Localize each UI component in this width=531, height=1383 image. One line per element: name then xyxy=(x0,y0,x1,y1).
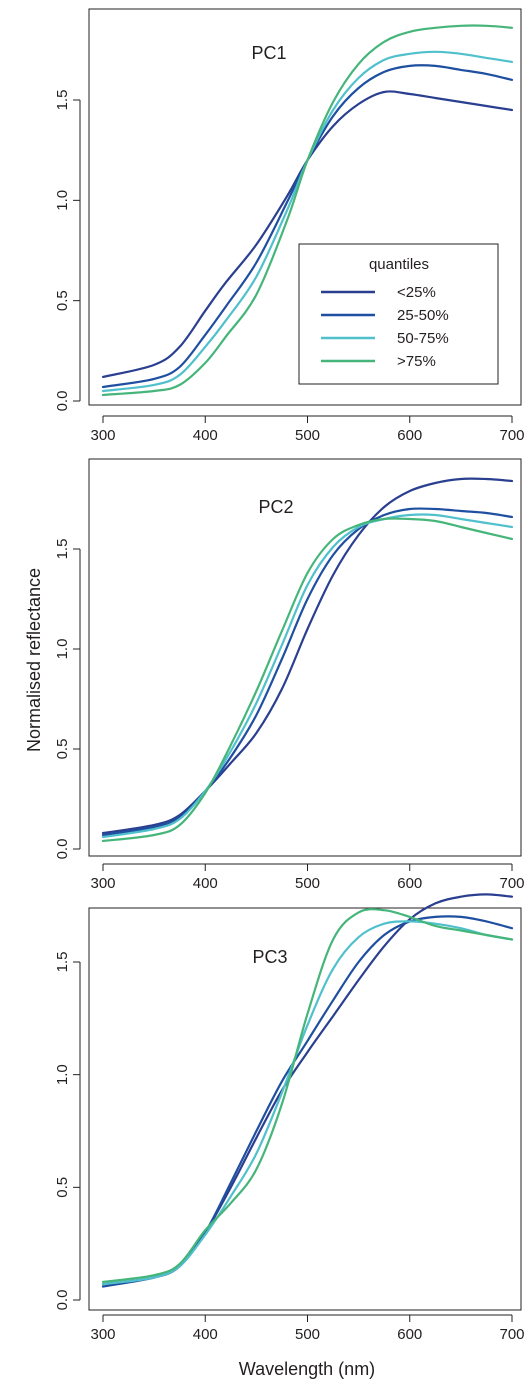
x-tick-label: 700 xyxy=(499,1326,524,1343)
y-tick-label: 0.5 xyxy=(54,1177,71,1198)
panel-title: PC3 xyxy=(252,947,287,967)
x-tick-label: 300 xyxy=(90,1326,115,1343)
x-tick-label: 400 xyxy=(193,1326,218,1343)
x-tick-label: 500 xyxy=(295,1326,320,1343)
y-tick-label: 0.0 xyxy=(54,1290,71,1311)
y-tick-label: 0.5 xyxy=(54,739,71,760)
y-tick-label: 0.0 xyxy=(54,391,71,412)
panel-title: PC1 xyxy=(251,43,286,63)
legend-label: 50-75% xyxy=(397,330,449,347)
series-line xyxy=(101,90,514,378)
x-tick-label: 700 xyxy=(499,875,524,892)
x-tick-label: 600 xyxy=(397,1326,422,1343)
legend-label: >75% xyxy=(397,353,436,370)
x-tick-label: 400 xyxy=(193,427,218,444)
y-tick-label: 0.5 xyxy=(54,290,71,311)
series-line xyxy=(101,513,514,839)
series-line xyxy=(101,507,514,837)
y-tick-label: 1.0 xyxy=(54,639,71,660)
y-tick-label: 1.0 xyxy=(54,1064,71,1085)
plot-frame xyxy=(88,458,522,857)
y-tick-label: 1.0 xyxy=(54,190,71,211)
series-line xyxy=(101,517,514,843)
y-tick-label: 1.5 xyxy=(54,952,71,973)
legend-label: 25-50% xyxy=(397,307,449,324)
series-line xyxy=(101,920,514,1286)
x-tick-label: 300 xyxy=(90,427,115,444)
series-line xyxy=(101,908,514,1284)
x-tick-label: 400 xyxy=(193,875,218,892)
series-line xyxy=(101,915,514,1288)
x-tick-label: 600 xyxy=(397,875,422,892)
y-tick-label: 1.5 xyxy=(54,90,71,111)
series-line xyxy=(101,893,514,1286)
x-tick-label: 600 xyxy=(397,427,422,444)
panel-title: PC2 xyxy=(258,497,293,517)
legend-title: quantiles xyxy=(369,256,429,273)
y-tick-label: 1.5 xyxy=(54,539,71,560)
y-axis-title: Normalised reflectance xyxy=(24,568,44,752)
plot-frame xyxy=(88,8,522,406)
series-line xyxy=(101,50,514,393)
series-line xyxy=(101,64,514,389)
x-tick-label: 500 xyxy=(295,875,320,892)
x-tick-label: 300 xyxy=(90,875,115,892)
series-line xyxy=(101,477,514,835)
y-tick-label: 0.0 xyxy=(54,839,71,860)
plot-frame xyxy=(88,907,522,1311)
x-tick-label: 500 xyxy=(295,427,320,444)
series-line xyxy=(101,24,514,397)
legend: quantiles <25% 25-50% 50-75% >75% xyxy=(298,243,499,385)
chart-marks: 300 400 500 600 700 0.0 0.5 1.0 1.5 300 400 500 600 7… xyxy=(54,24,525,1343)
legend-label: <25% xyxy=(397,284,436,301)
x-tick-label: 700 xyxy=(499,427,524,444)
x-axis-title: Wavelength (nm) xyxy=(239,1359,375,1379)
